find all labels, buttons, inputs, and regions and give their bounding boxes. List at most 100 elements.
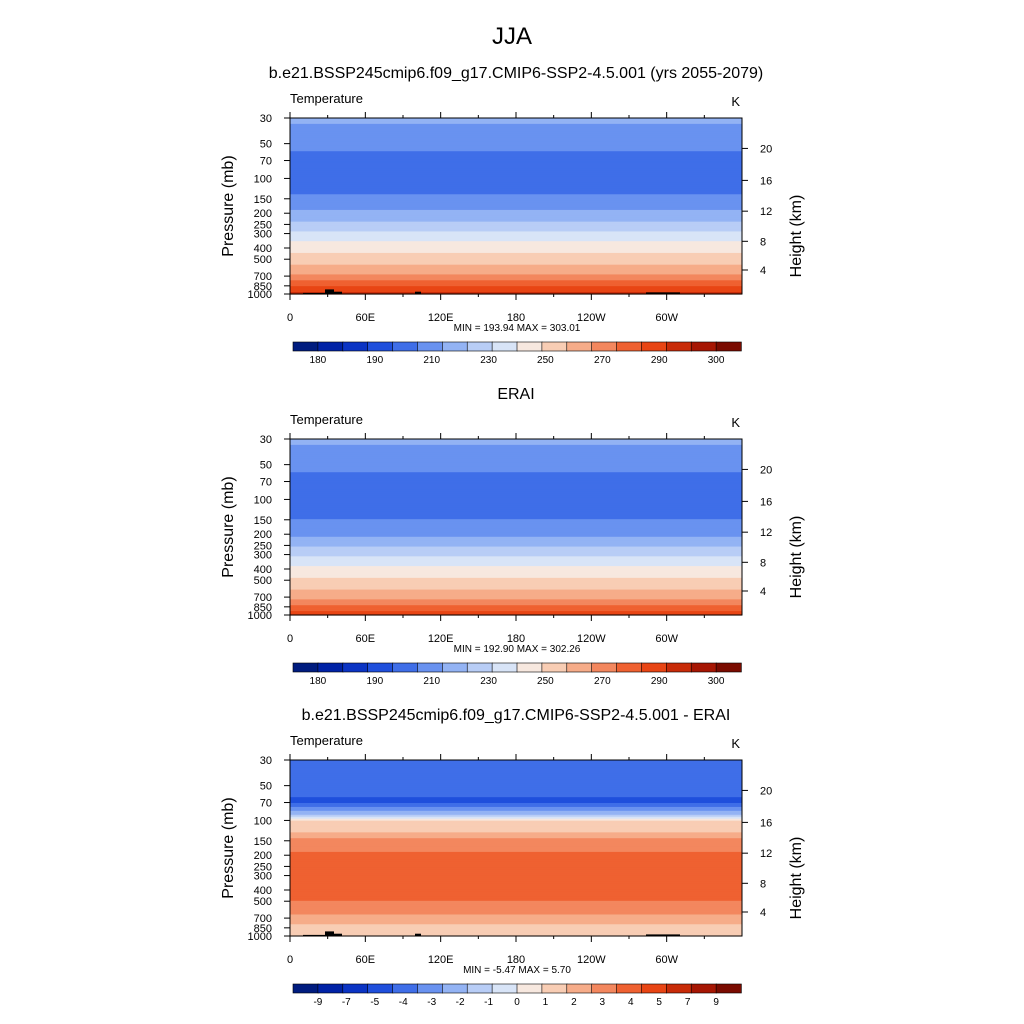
heatmap-band	[290, 233, 742, 236]
y-tick-label: 700	[254, 913, 272, 925]
heatmap-band	[290, 495, 742, 499]
x-tick-label: 180	[507, 633, 525, 645]
y-axis-label: Pressure (mb)	[220, 155, 237, 256]
colorbar: 180 190 210 230 250 270 290 300	[292, 341, 742, 366]
colorbar-box	[317, 662, 344, 673]
heatmap-band	[290, 178, 742, 182]
y-right-tick-label: 16	[760, 175, 772, 187]
colorbar-box	[342, 662, 369, 673]
colorbar: 180 190 210 230 250 270 290 300	[292, 662, 742, 687]
colorbar-box	[392, 341, 419, 352]
heatmap-band	[290, 799, 742, 802]
colorbar-box	[491, 983, 518, 994]
heatmap-band	[290, 184, 742, 188]
y-tick-label: 300	[254, 550, 272, 562]
terrain-mask	[333, 291, 342, 294]
heatmap-band	[290, 930, 742, 933]
heatmap-band	[290, 503, 742, 507]
heatmap-band	[290, 791, 742, 794]
colorbar-label: 270	[594, 355, 611, 366]
heatmap-band	[290, 211, 742, 215]
heatmap-band	[290, 200, 742, 203]
heatmap-band	[290, 587, 742, 591]
heatmap-band	[290, 896, 742, 900]
y-tick-label: 50	[260, 781, 272, 793]
heatmap-band	[290, 270, 742, 274]
heatmap-band	[290, 904, 742, 908]
colorbar-label: 230	[480, 355, 497, 366]
colorbar-box	[541, 983, 568, 994]
x-tick-label: 60E	[356, 312, 376, 324]
y-right-tick-label: 16	[760, 496, 772, 508]
colorbar-label: -2	[456, 997, 465, 1008]
heatmap-band	[290, 227, 742, 231]
colorbar-box	[417, 662, 444, 673]
heatmap-band	[290, 446, 742, 450]
heatmap-band	[290, 268, 742, 272]
heatmap-band	[290, 243, 742, 246]
x-tick-label: 60W	[655, 954, 678, 966]
colorbar-label: 2	[571, 997, 577, 1008]
heatmap-band	[290, 274, 742, 277]
colorbar-label: 250	[537, 355, 554, 366]
heatmap-band	[290, 125, 742, 129]
heatmap-band	[290, 773, 742, 777]
colorbar-box	[292, 341, 319, 352]
heatmap-band	[290, 121, 742, 125]
heatmap-band	[290, 595, 742, 598]
y-tick-label: 700	[254, 271, 272, 283]
colorbar-box	[292, 662, 319, 673]
heatmap-band	[290, 906, 742, 910]
x-tick-label: 120W	[577, 312, 606, 324]
heatmap-band	[290, 164, 742, 168]
x-tick-label: 120E	[428, 312, 454, 324]
heatmap-band	[290, 282, 742, 285]
heatmap-band	[290, 168, 742, 172]
colorbar-box	[516, 983, 543, 994]
y-tick-label: 30	[260, 434, 272, 446]
colorbar-box	[417, 341, 444, 352]
heatmap-band	[290, 174, 742, 178]
heatmap-band	[290, 851, 742, 855]
heatmap-band	[290, 149, 742, 152]
heatmap-band	[290, 926, 742, 929]
y-right-tick-label: 12	[760, 848, 772, 860]
heatmap-band	[290, 607, 742, 610]
heatmap-band	[290, 771, 742, 775]
heatmap-band	[290, 161, 742, 164]
heatmap-band	[290, 912, 742, 916]
field-label: Temperature	[290, 733, 363, 748]
colorbar-label: 7	[685, 997, 691, 1008]
heatmap-band	[290, 523, 742, 526]
colorbar-label: -4	[399, 997, 408, 1008]
heatmap-band	[290, 760, 742, 763]
colorbar-box	[715, 983, 742, 994]
heatmap-band	[290, 761, 742, 765]
colorbar-label: 4	[628, 997, 634, 1008]
heatmap-band	[290, 266, 742, 270]
heatmap-band	[290, 853, 742, 857]
heatmap-band	[290, 515, 742, 518]
colorbar-label: 300	[708, 355, 725, 366]
heatmap-band	[290, 838, 742, 841]
terrain-mask	[646, 934, 680, 936]
colorbar-label: 180	[310, 355, 327, 366]
heatmap-band	[290, 605, 742, 608]
y-right-axis-label: Height (km)	[788, 195, 805, 278]
heatmap-band	[290, 863, 742, 867]
colorbar-box	[342, 341, 369, 352]
heatmap-band	[290, 256, 742, 260]
heatmap-band	[290, 131, 742, 135]
colorbar-label: -7	[342, 997, 351, 1008]
heatmap-band	[290, 579, 742, 583]
heatmap-band	[290, 292, 742, 295]
y-tick-label: 250	[254, 540, 272, 552]
heatmap-band	[290, 801, 742, 804]
heatmap-band	[290, 900, 742, 904]
colorbar-box	[641, 662, 668, 673]
heatmap-band	[290, 237, 742, 240]
colorbar-box	[666, 341, 692, 352]
heatmap-band	[290, 785, 742, 788]
heatmap-band	[290, 466, 742, 469]
colorbar-label: 270	[594, 676, 611, 687]
